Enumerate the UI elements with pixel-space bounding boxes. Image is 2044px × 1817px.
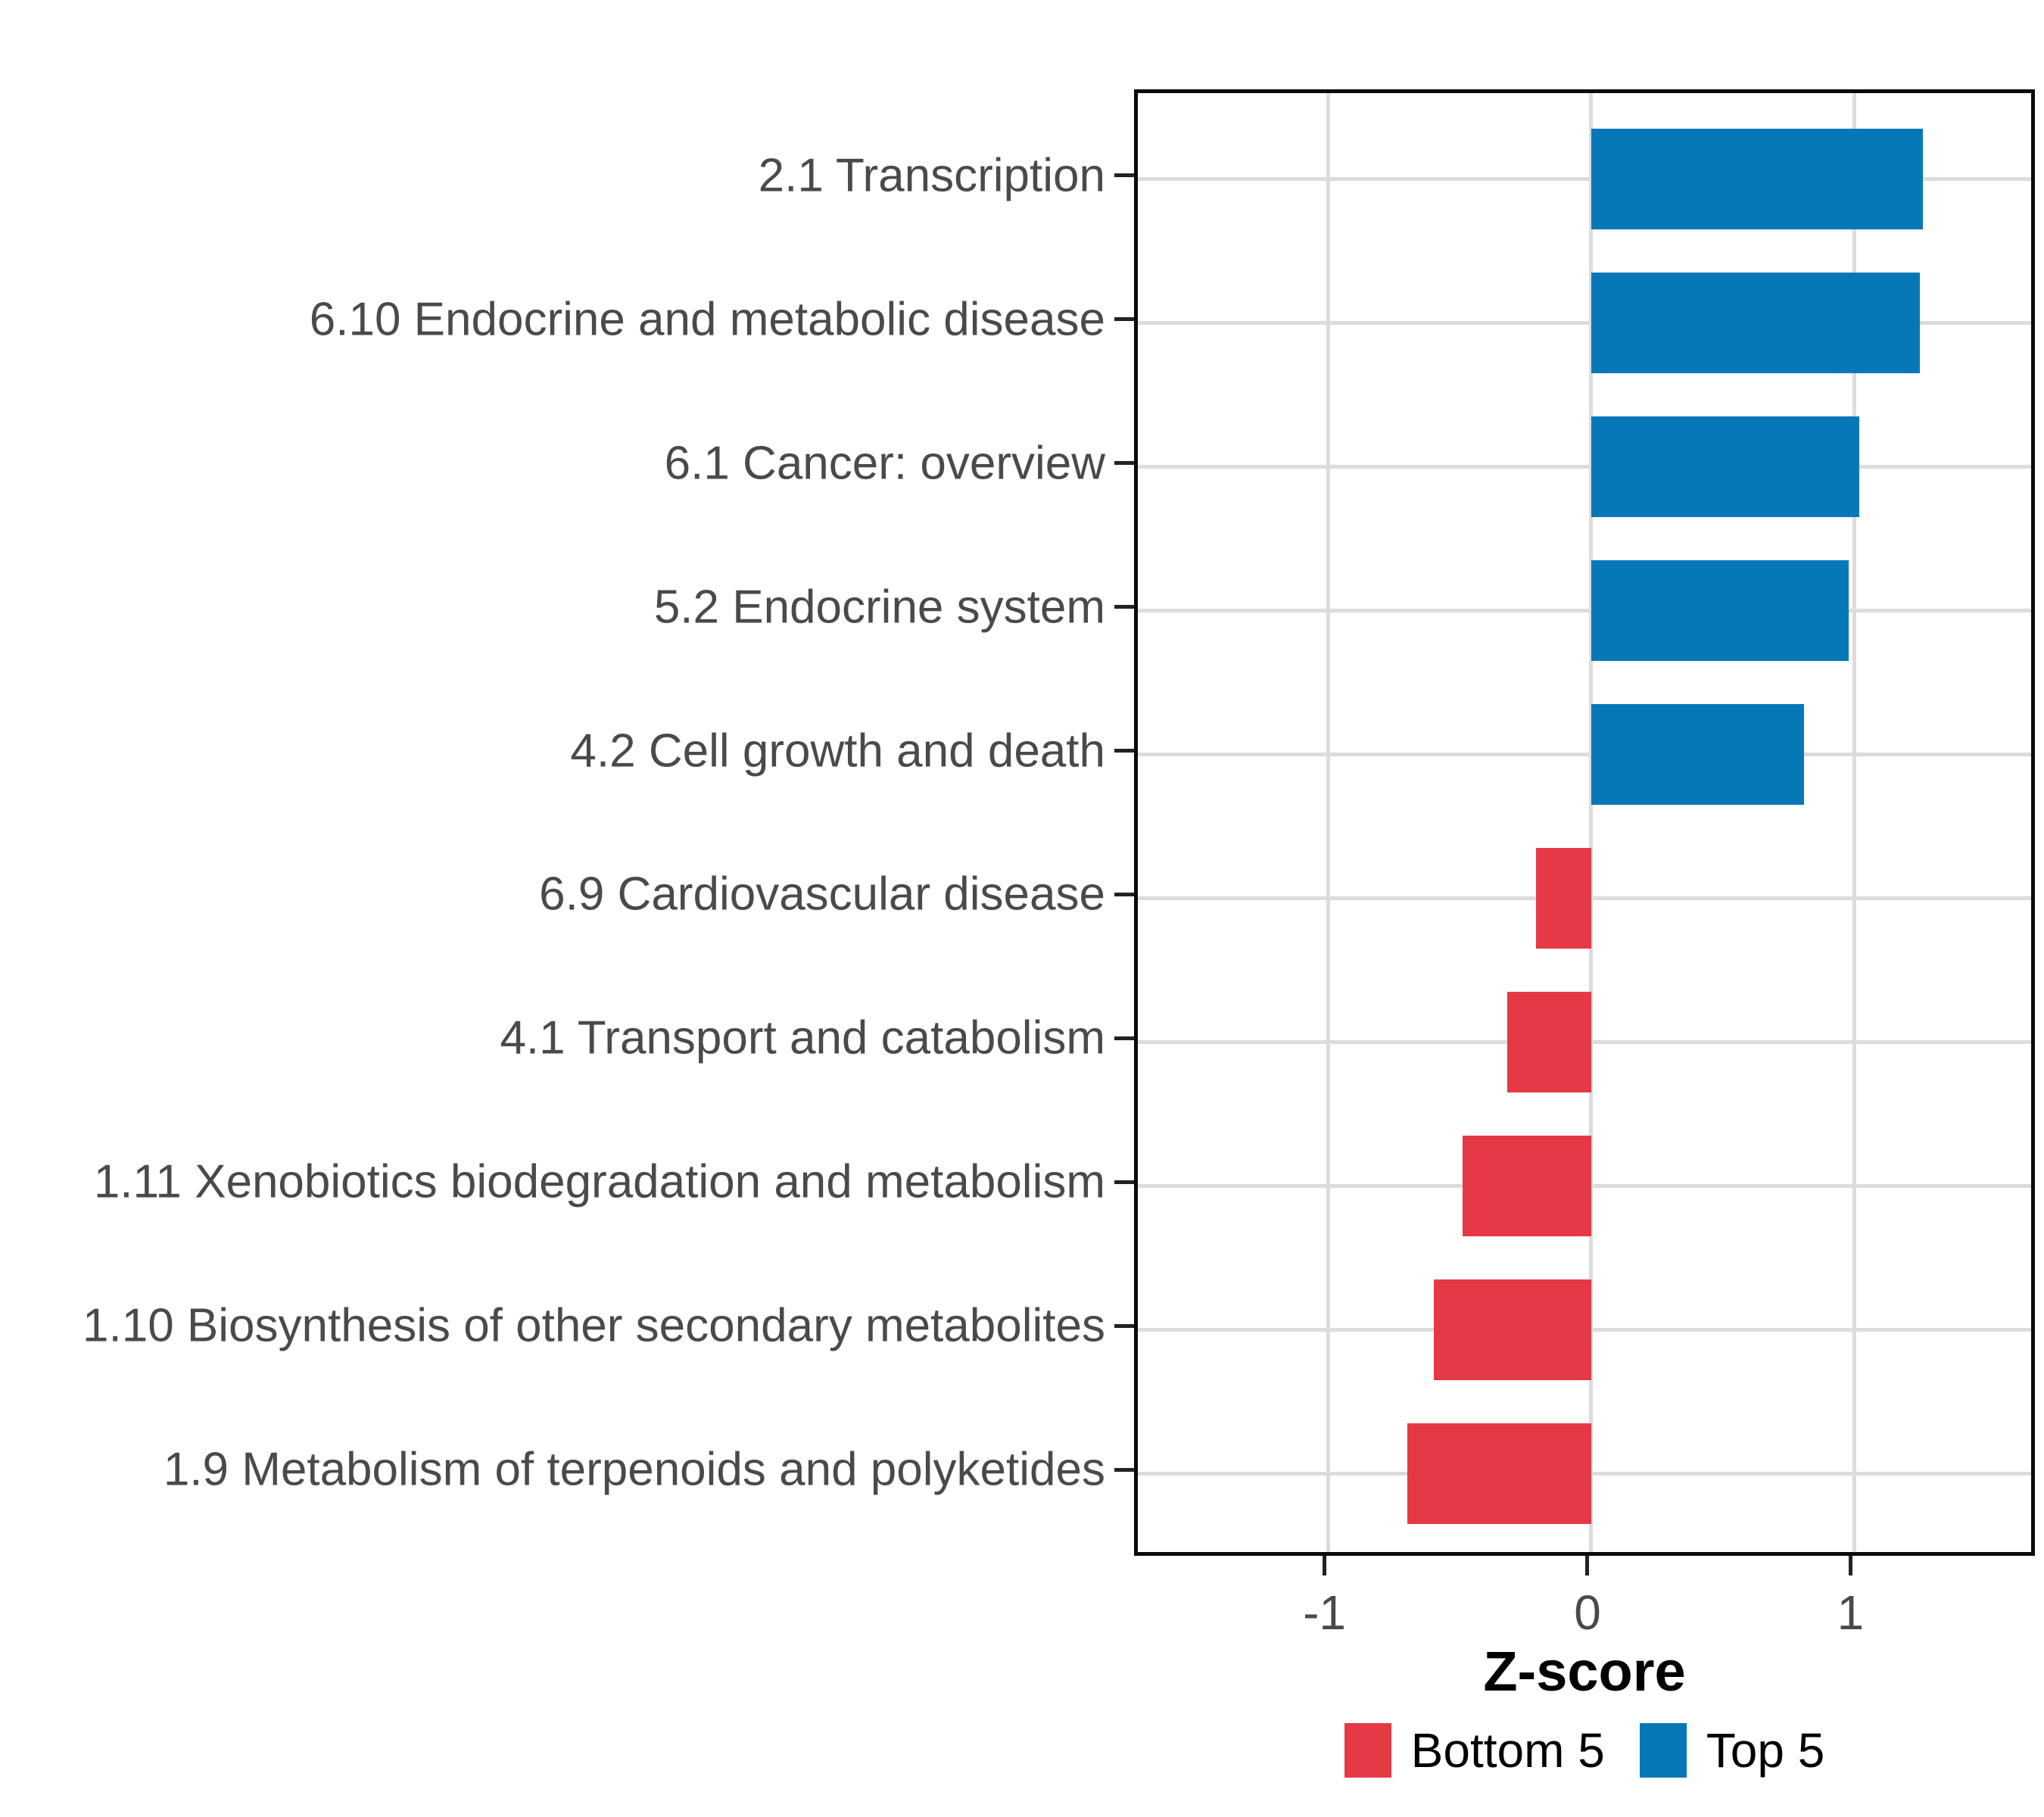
y-axis-tick	[1114, 605, 1134, 609]
y-axis-label: 2.1 Transcription	[758, 149, 1105, 202]
y-axis-label: 6.9 Cardiovascular disease	[539, 868, 1105, 921]
y-axis-label: 4.2 Cell growth and death	[570, 725, 1105, 778]
vertical-gridline	[1326, 93, 1331, 1552]
bar	[1507, 991, 1591, 1092]
horizontal-gridline	[1138, 609, 2031, 613]
y-axis-label: 1.9 Metabolism of terpenoids and polyket…	[163, 1443, 1105, 1496]
horizontal-gridline	[1138, 753, 2031, 757]
y-axis-tick	[1114, 1036, 1134, 1040]
x-axis-title: Z-score	[1483, 1640, 1686, 1703]
y-axis-tick	[1114, 1323, 1134, 1328]
bar	[1407, 1423, 1591, 1524]
y-axis-tick	[1114, 317, 1134, 322]
legend-item: Bottom 5	[1344, 1722, 1605, 1778]
vertical-gridline	[1589, 93, 1594, 1552]
legend-label: Top 5	[1706, 1723, 1825, 1778]
plot-panel	[1134, 89, 2035, 1556]
x-tick-label: -1	[1303, 1585, 1346, 1640]
y-axis-tick	[1114, 461, 1134, 466]
horizontal-gridline	[1138, 177, 2031, 182]
y-axis-tick	[1114, 1180, 1134, 1184]
bar	[1591, 560, 1849, 662]
y-axis-label: 5.2 Endocrine system	[653, 581, 1105, 634]
bar	[1591, 129, 1923, 230]
y-axis-tick	[1114, 892, 1134, 896]
y-axis-tick	[1114, 173, 1134, 178]
y-axis-label: 4.1 Transport and catabolism	[500, 1011, 1105, 1064]
legend-item: Top 5	[1639, 1722, 1825, 1778]
y-axis-label: 6.1 Cancer: overview	[664, 437, 1105, 490]
horizontal-gridline	[1138, 321, 2031, 326]
bar	[1591, 416, 1860, 518]
y-axis-tick	[1114, 749, 1134, 753]
bar	[1462, 1135, 1591, 1236]
y-axis-label: 1.10 Biosynthesis of other secondary met…	[83, 1299, 1105, 1352]
bar	[1536, 847, 1591, 949]
y-axis-label: 1.11 Xenobiotics biodegradation and meta…	[93, 1155, 1105, 1208]
bar	[1591, 273, 1921, 374]
x-axis-tick	[1848, 1556, 1852, 1575]
bar	[1591, 704, 1805, 806]
x-tick-label: 0	[1574, 1585, 1601, 1640]
y-axis-label: 6.10 Endocrine and metabolic disease	[309, 293, 1105, 346]
vertical-gridline	[1852, 93, 1856, 1552]
horizontal-gridline	[1138, 465, 2031, 469]
legend-label: Bottom 5	[1410, 1723, 1605, 1778]
legend-key-swatch	[1639, 1723, 1687, 1778]
legend: Bottom 5 Top 5	[1134, 1713, 2035, 1788]
bar	[1433, 1279, 1591, 1380]
y-axis-tick	[1114, 1467, 1134, 1472]
legend-key-swatch	[1344, 1723, 1391, 1778]
x-axis-tick	[1323, 1556, 1327, 1575]
x-axis-tick	[1585, 1556, 1590, 1575]
x-tick-label: 1	[1837, 1585, 1865, 1640]
y-axis-labels: 2.1 Transcription 6.10 Endocrine and meta…	[83, 149, 1105, 1496]
